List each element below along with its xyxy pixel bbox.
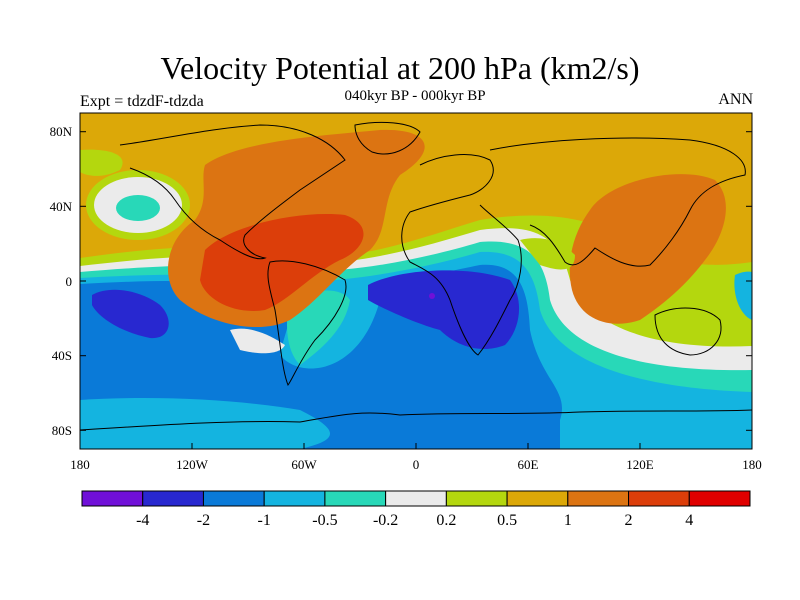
colorbar-label: -0.2 [373,512,398,529]
colorbar-label: -1 [258,512,271,529]
longitude-axis: 180 120W 60W 0 60E 120E 180 [70,443,762,472]
lon-label-60e: 60E [518,457,539,472]
colorbar-swatch [688,490,751,507]
colorbar-label: 1 [564,512,572,529]
pacific-dark-blue [92,289,169,339]
coastlines [80,121,752,431]
colorbar-label: -0.5 [312,512,337,529]
antarctica-coast [80,409,752,431]
southern-ocean-lightblue [80,398,330,449]
lat-label-0: 0 [66,274,73,289]
colorbar-swatch [324,490,387,507]
colorbar: -4 -2 -1 -0.5 -0.2 0.2 0.5 1 2 4 [81,490,751,529]
npac-cyan [116,195,160,221]
arctic-green [80,149,123,176]
lat-label-80n: 80N [50,124,73,139]
europe-africa-coast [401,154,522,356]
west-pacific-white [230,328,285,354]
lon-label-60w: 60W [291,457,317,472]
lon-label-120e: 120E [626,457,654,472]
colorbar-swatch [506,490,569,507]
lat-label-80s: 80S [52,423,72,438]
colorbar-swatch [81,490,144,507]
colorbar-label: 0.5 [497,512,517,529]
map-title: Velocity Potential at 200 hPa (km2/s) [160,50,640,86]
east-edge-blue [734,271,752,320]
south-america-coast [267,260,347,386]
colorbar-swatch [202,490,265,507]
lon-label-0: 0 [413,457,420,472]
latitude-axis: 80N 40N 0 40S 80S [50,124,752,438]
australia-coast [654,307,722,356]
colorbar-label: -4 [136,512,149,529]
indian-ocean-green [520,238,575,270]
colorbar-swatch [263,490,326,507]
lat-label-40s: 40S [52,348,72,363]
asia-orange [569,174,726,324]
lon-label-120w: 120W [176,457,209,472]
africa-minimum [429,293,435,299]
north-america-coast [119,124,346,260]
colorbar-label: -2 [197,512,210,529]
season-label: ANN [718,91,753,108]
lat-label-40n: 40N [50,199,73,214]
greenland-coast [354,121,421,155]
africa-dark-blue [368,270,520,350]
lon-label-180w: 180 [70,457,90,472]
colorbar-swatch [567,490,630,507]
colorbar-swatch [445,490,508,507]
experiment-label: Expt = tdzdF-tdzda [80,93,204,110]
asia-coast [489,137,746,267]
colorbar-label: 4 [685,512,693,529]
contour-field [80,113,752,449]
lon-label-180e: 180 [742,457,762,472]
colorbar-swatch [142,490,204,507]
map-subtitle: 040kyr BP - 000kyr BP [344,88,486,104]
colorbar-label: 0.2 [436,512,456,529]
colorbar-swatch [628,490,690,507]
americas-red [200,214,364,311]
colorbar-label: 2 [625,512,633,529]
colorbar-swatch [385,490,447,507]
